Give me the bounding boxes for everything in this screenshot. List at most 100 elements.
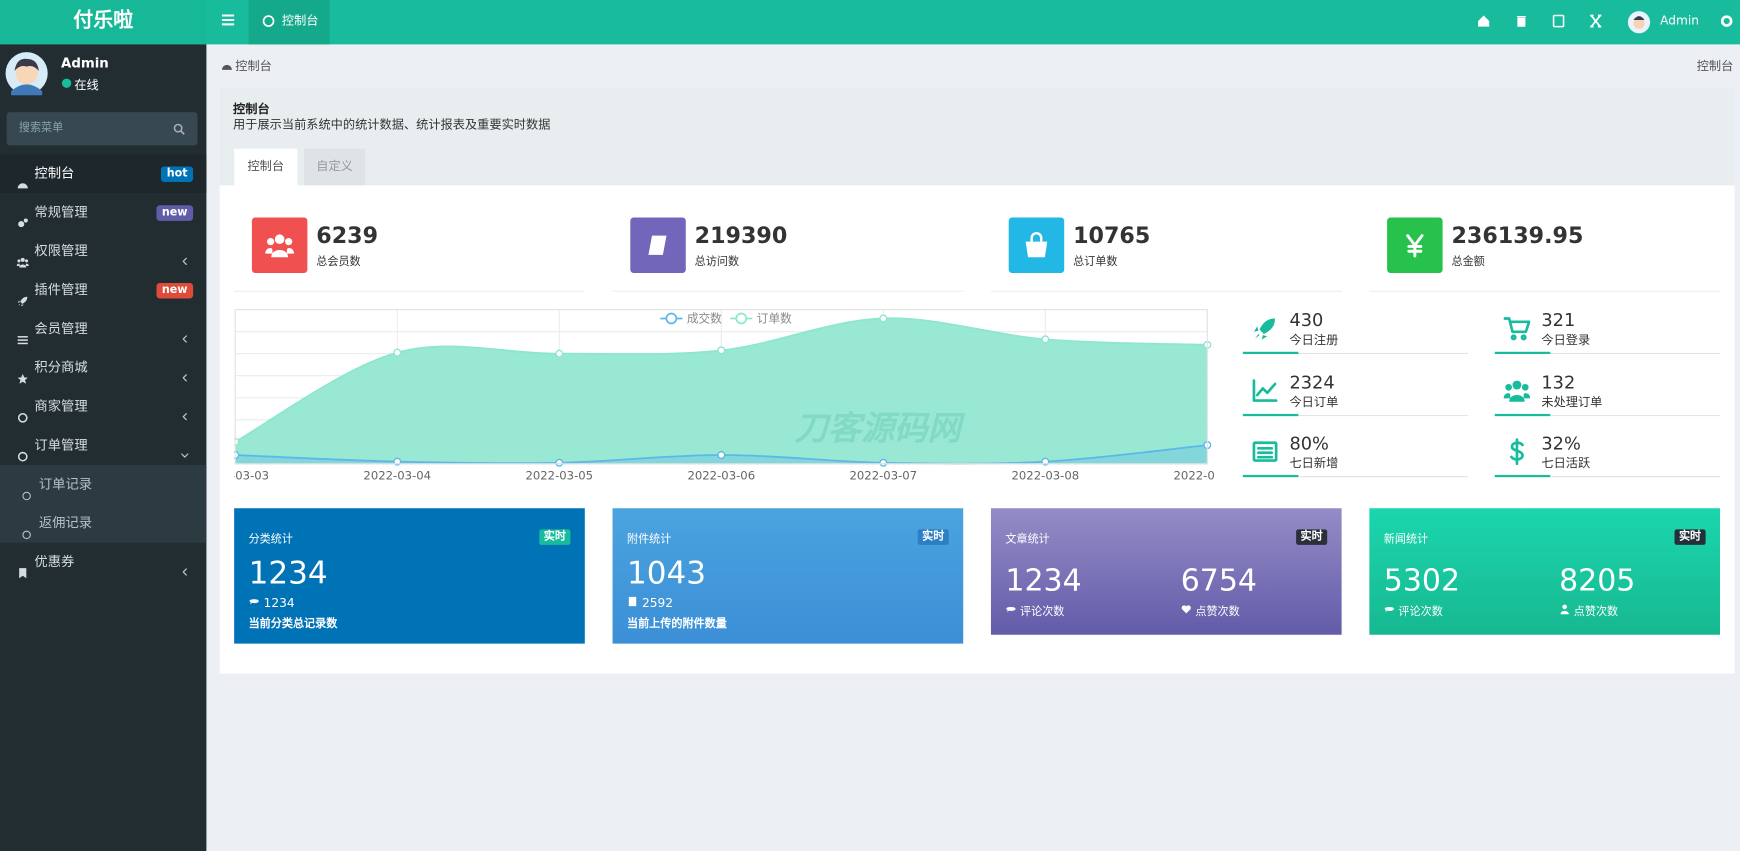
icon — [22, 491, 31, 501]
icon-part — [15, 62, 38, 85]
menu-icon — [17, 284, 29, 323]
menu-item[interactable]: 权限管理 — [0, 232, 206, 271]
card-column: 5302 评论次数 — [1384, 564, 1460, 618]
card-item-row: 评论次数 — [1005, 601, 1081, 618]
submenu-icon — [21, 478, 32, 517]
mini-stat-icon — [1252, 315, 1279, 345]
icon — [265, 234, 295, 258]
menu-item[interactable]: 会员管理 — [0, 310, 206, 349]
menu-item[interactable]: 插件管理 new — [0, 271, 206, 310]
stat-label: 总订单数 — [1073, 256, 1118, 269]
search-icon[interactable] — [173, 123, 185, 135]
point — [879, 458, 888, 467]
card-item-value: 6754 — [1180, 563, 1257, 599]
card-value: 1043 — [626, 554, 707, 592]
trash-icon[interactable] — [1516, 15, 1526, 27]
card-sub-label: 当前上传的附件数量 — [626, 618, 727, 631]
icon — [17, 412, 28, 423]
icon-part — [17, 342, 28, 345]
menu-item[interactable]: 常规管理 new — [0, 193, 206, 232]
mini-stat-value: 430 — [1289, 309, 1324, 331]
mini-stat-bar — [1494, 474, 1551, 478]
stat-icon — [1387, 217, 1443, 273]
submenu-item[interactable]: 订单记录 — [0, 465, 206, 504]
icon-part — [17, 296, 28, 307]
card-title: 新闻统计 — [1383, 533, 1429, 546]
icon-part — [1505, 383, 1512, 391]
top-tab[interactable]: 控制台 — [248, 0, 330, 45]
icon-part — [17, 412, 28, 423]
mini-stat-bar — [1494, 413, 1551, 416]
menu-item[interactable]: 商家管理 — [0, 387, 206, 426]
icon-part — [221, 11, 1733, 34]
submenu-item[interactable]: 返佣记录 — [0, 504, 206, 543]
icon — [1252, 378, 1278, 402]
icon-part — [182, 374, 187, 382]
icon — [181, 453, 189, 458]
stat-value: 10765 — [1073, 221, 1151, 249]
icon-part — [1503, 317, 1531, 334]
icon-part — [1252, 441, 1278, 462]
legend-label: 成交数 — [687, 311, 722, 325]
card-sub-row: 1234 — [249, 596, 295, 610]
menu-toggle[interactable] — [221, 14, 235, 26]
logo[interactable]: 付乐啦 — [0, 0, 207, 45]
mini-stat: 2324 今日订单 — [1242, 371, 1469, 416]
mini-stat-label: 七日活跃 — [1541, 456, 1591, 471]
icon-part — [22, 530, 31, 540]
mini-stat: 80% 七日新增 — [1242, 433, 1469, 478]
card-sub-value: 1234 — [263, 595, 295, 611]
panel-tab[interactable]: 自定义 — [304, 148, 366, 186]
icon-part — [1406, 234, 1424, 258]
menu-arrow — [179, 322, 191, 361]
panel-heading — [219, 87, 1735, 186]
breadcrumb[interactable]: 控制台 — [235, 58, 272, 74]
submenu-label: 订单记录 — [38, 476, 93, 492]
search-box[interactable]: 搜索菜单 — [6, 112, 198, 146]
stat-card: 新闻统计 实时 5302 评论次数 8205 点赞次数 — [1369, 508, 1721, 635]
mini-stat-label: 七日新增 — [1289, 456, 1339, 471]
icon-part — [1503, 392, 1531, 402]
menu-item[interactable]: 控制台 hot — [0, 154, 207, 194]
point — [393, 348, 402, 357]
card-item-value: 1234 — [1005, 563, 1082, 599]
point — [555, 458, 564, 467]
icon-part — [181, 453, 189, 458]
x-tick-label: 2022-03-05 — [525, 468, 593, 482]
top-icons — [221, 11, 1733, 34]
mini-stat-icon — [1252, 377, 1279, 407]
card-sub-value: 2592 — [641, 595, 674, 611]
icon-part — [1384, 607, 1394, 612]
icon-part — [249, 599, 259, 605]
plot-border — [234, 309, 1208, 465]
icon — [22, 530, 31, 540]
card-badge: 实时 — [917, 529, 949, 545]
card-title: 文章统计 — [1005, 533, 1050, 546]
mini-stat: 132 未处理订单 — [1494, 371, 1721, 416]
icon — [628, 596, 637, 607]
menu-item[interactable]: 优惠券 — [0, 543, 206, 582]
panel-tab[interactable]: 控制台 — [234, 148, 298, 186]
settings-icon[interactable] — [1720, 15, 1733, 27]
stat-box: 6239 总会员数 — [234, 217, 585, 292]
card-column: 6754 点赞次数 — [1181, 564, 1257, 618]
icon-part — [1512, 380, 1522, 389]
x-tick-label: 2022-03-04 — [363, 468, 431, 482]
stat-card: 分类统计 实时 1234 1234 当前分类总记录数 — [234, 508, 585, 644]
menu-label: 控制台 — [34, 165, 75, 181]
menu-label: 权限管理 — [34, 243, 88, 259]
translate-icon[interactable] — [1552, 14, 1565, 28]
fullscreen-icon[interactable] — [1590, 14, 1602, 28]
home-icon[interactable] — [1478, 15, 1490, 27]
header-user[interactable]: Admin — [1660, 13, 1700, 28]
icon — [182, 568, 187, 576]
card-sub-label: 当前分类总记录数 — [248, 618, 338, 631]
menu-item[interactable]: 订单管理 — [0, 426, 206, 465]
mini-stat-label: 今日登录 — [1541, 332, 1591, 348]
card-item-row: 点赞次数 — [1181, 601, 1257, 618]
icon-part — [1400, 231, 1429, 263]
menu-item[interactable]: 积分商城 — [0, 348, 206, 387]
card-item-label: 评论次数 — [1398, 605, 1443, 619]
sidebar: Admin 在线 搜索菜单 控制台 hot 常规管理 new 权限管理 插件管理 new 会员… — [0, 44, 207, 851]
icon-part — [285, 238, 293, 246]
